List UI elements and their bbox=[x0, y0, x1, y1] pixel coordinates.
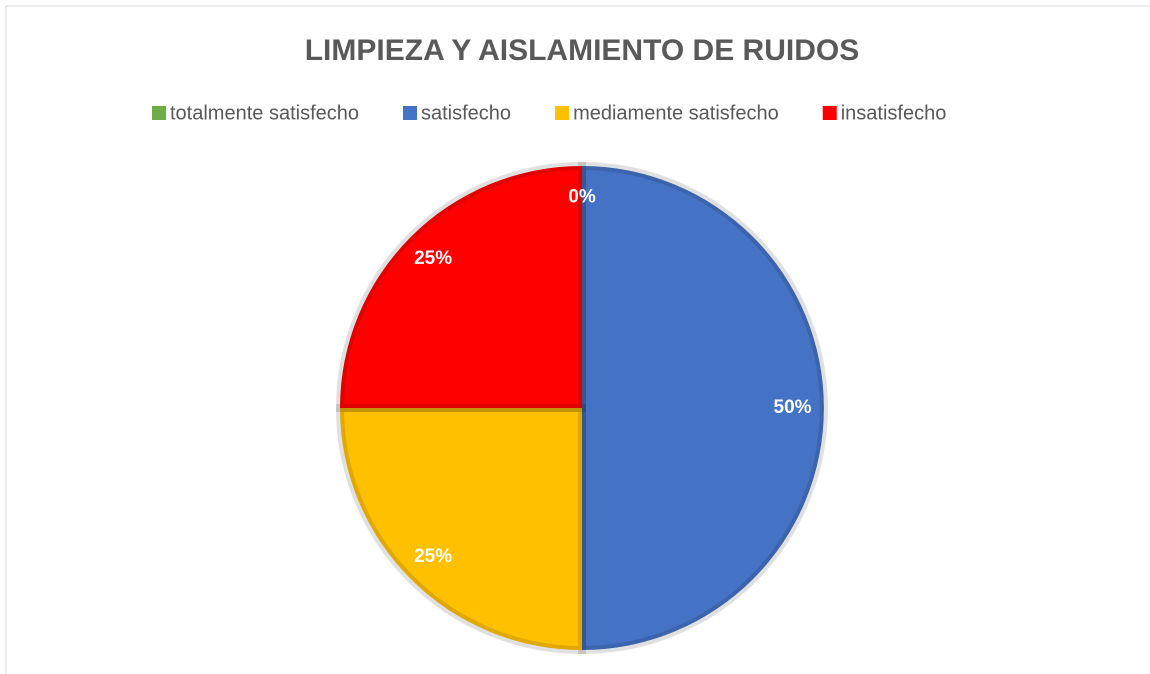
data-label: 25% bbox=[414, 546, 452, 567]
legend-swatch bbox=[822, 106, 837, 120]
legend-label: satisfecho bbox=[421, 102, 511, 124]
legend-label: mediamente satisfecho bbox=[573, 102, 779, 124]
data-label: 0% bbox=[568, 186, 596, 207]
legend-swatch bbox=[152, 106, 166, 120]
pie-slice bbox=[578, 161, 828, 655]
legend-swatch bbox=[555, 106, 570, 120]
legend-label: insatisfecho bbox=[841, 102, 947, 124]
legend-label: totalmente satisfecho bbox=[170, 102, 359, 124]
data-label: 50% bbox=[774, 397, 812, 418]
legend-swatch bbox=[403, 106, 417, 120]
data-label: 25% bbox=[414, 248, 452, 269]
pie-slice bbox=[335, 404, 586, 655]
pie-slice bbox=[335, 161, 586, 412]
chart-title: LIMPIEZA Y AISLAMIENTO DE RUIDOS bbox=[305, 34, 860, 67]
